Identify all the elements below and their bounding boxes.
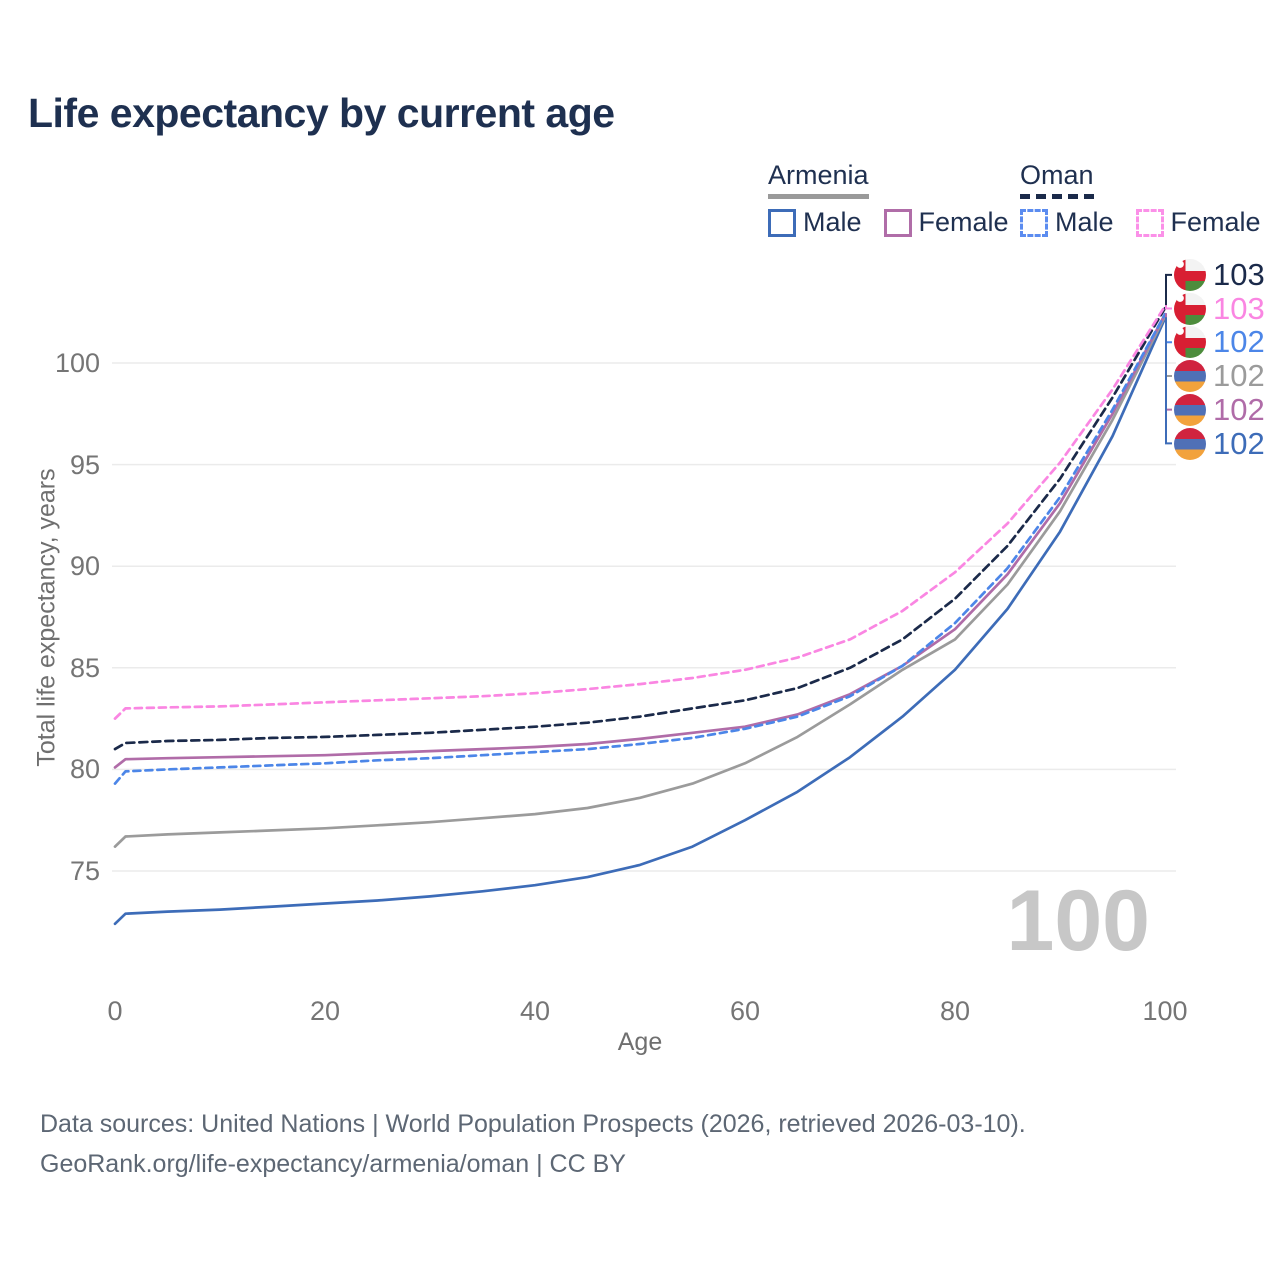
age-watermark: 100 [1006,873,1151,969]
end-label-value: 102 [1213,358,1265,394]
y-tick-label: 90 [69,551,100,582]
x-axis-title: Age [617,1028,663,1056]
series-end-label-armenia-male: 102 [1174,425,1265,461]
x-tick-label: 40 [519,996,551,1026]
series-end-label-oman-female: 103 [1174,290,1265,326]
series-line-armenia-male[interactable] [113,316,1167,926]
oman-flag-icon [1174,292,1206,325]
legend-label: Male [803,207,862,237]
oman-flag-icon [1174,326,1206,359]
y-tick-label: 80 [69,754,100,785]
y-axis-title: Total life expectancy, years [32,468,61,767]
oman-female-swatch-icon [1135,208,1164,237]
footer-data-sources: Data sources: United Nations | World Pop… [40,1110,1026,1138]
oman-flag-icon [1174,259,1206,291]
legend-label: Male [1055,207,1114,237]
x-tick-label: 60 [729,996,761,1026]
legend-title-armenia: Armenia [768,160,869,199]
y-tick-label: 95 [69,449,100,480]
page-title: Life expectancy by current age [28,90,615,136]
legend-item-oman-male[interactable]: Male [1020,207,1114,238]
series-line-oman-female[interactable] [113,304,1167,720]
end-label-connector [1165,317,1172,445]
series-end-label-oman-male: 102 [1174,324,1265,360]
legend-group-armenia: Armenia Male Female [768,160,1031,238]
y-tick-label: 100 [54,348,100,378]
end-label-value: 103 [1213,290,1265,326]
armenia-female-swatch-icon [883,208,912,237]
chart-plot-area [112,273,1176,926]
armenia-flag-icon [1174,427,1206,460]
legend-label: Female [918,207,1009,237]
footer-attribution-link[interactable]: GeoRank.org/life-expectancy/armenia/oman… [40,1150,626,1178]
series-end-label-oman-both: 103 [1174,257,1265,292]
legend-item-armenia-female[interactable]: Female [883,207,1009,238]
armenia-flag-icon [1174,393,1206,426]
end-label-value: 102 [1213,324,1265,360]
end-label-value: 103 [1213,257,1265,292]
legend-item-oman-female[interactable]: Female [1135,207,1261,238]
legend-label: Female [1170,207,1261,237]
armenia-male-swatch-icon [768,208,796,237]
x-tick-label: 20 [309,996,341,1026]
x-tick-label: 100 [1142,996,1188,1026]
series-line-armenia-female[interactable] [113,312,1167,769]
end-label-value: 102 [1213,391,1265,427]
series-line-oman-both[interactable] [113,306,1167,751]
legend-title-oman: Oman [1020,160,1094,199]
x-tick-label: 80 [939,996,971,1026]
end-label-connector [1165,305,1172,310]
legend-item-armenia-male[interactable]: Male [768,207,862,238]
legend-group-oman: Oman Male Female [1020,160,1280,238]
series-end-label-armenia-female: 102 [1174,391,1265,427]
series-line-armenia-both[interactable] [113,314,1167,848]
end-label-value: 102 [1213,425,1265,461]
series-line-oman-male[interactable] [113,312,1167,785]
series-end-label-armenia-both: 102 [1174,358,1265,394]
y-tick-label: 75 [69,856,100,886]
end-label-connector [1165,273,1172,310]
y-tick-label: 85 [69,652,100,683]
oman-male-swatch-icon [1020,208,1048,237]
armenia-flag-icon [1174,360,1206,393]
x-tick-label: 0 [107,996,123,1026]
